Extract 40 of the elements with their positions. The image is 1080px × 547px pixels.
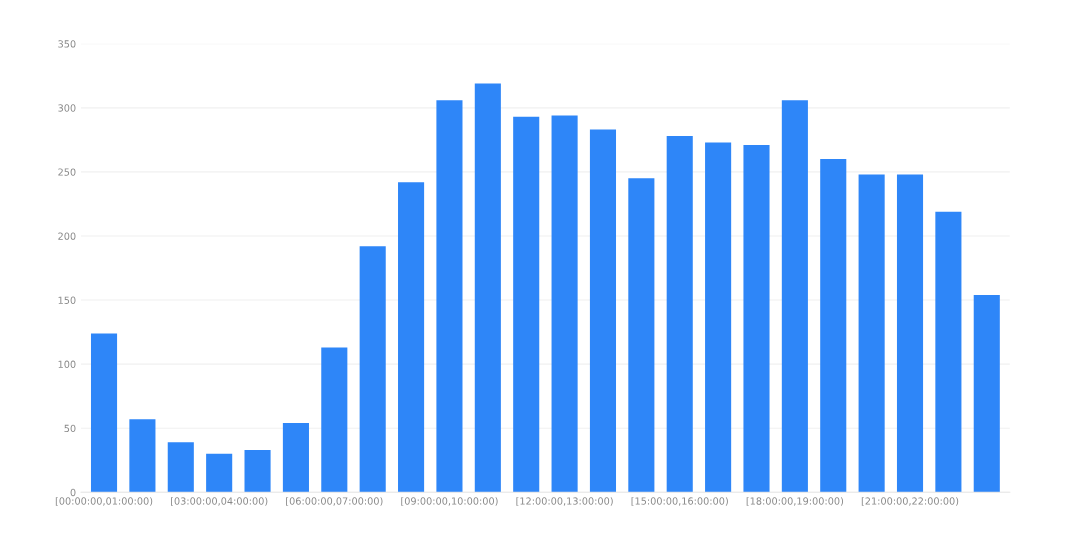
bar (167, 442, 194, 493)
bar (398, 182, 425, 493)
x-tick-label: [03:00:00,04:00:00) (171, 497, 268, 506)
y-tick-label: 350 (58, 40, 76, 48)
x-tick-label: [09:00:00,10:00:00) (401, 497, 498, 506)
bar (628, 178, 655, 493)
bar (973, 294, 1000, 493)
bar (666, 136, 693, 493)
x-tick-label: [18:00:00,19:00:00) (746, 497, 844, 506)
bar (858, 174, 885, 493)
y-tick-label: 100 (58, 360, 76, 368)
bar (820, 159, 847, 493)
bar (705, 142, 732, 493)
x-tick-label: [21:00:00,22:00:00) (861, 497, 959, 506)
bar (436, 100, 463, 493)
bar (90, 333, 118, 493)
bar (244, 450, 271, 493)
bar (781, 100, 808, 493)
bar (474, 83, 501, 493)
bar (513, 116, 540, 493)
y-tick-label: 200 (58, 232, 76, 240)
bar (551, 115, 578, 493)
bar (743, 145, 770, 493)
y-tick-label: 250 (58, 168, 76, 176)
bar (896, 174, 924, 493)
bar (935, 211, 962, 493)
bar (321, 347, 348, 493)
y-tick-label: 300 (58, 104, 76, 112)
bar (589, 129, 617, 493)
bar (206, 453, 233, 493)
y-tick-label: 150 (58, 296, 76, 304)
x-tick-label: [12:00:00,13:00:00) (516, 497, 613, 506)
bar (129, 419, 156, 493)
bar (282, 423, 309, 493)
x-tick-label: [15:00:00,16:00:00) (631, 497, 728, 506)
y-tick-label: 0 (70, 488, 76, 497)
x-tick-label: [06:00:00,07:00:00) (286, 497, 383, 506)
x-tick-label: [00:00:00,01:00:00) (55, 497, 153, 506)
bar (359, 246, 386, 493)
y-tick-label: 50 (64, 424, 76, 433)
